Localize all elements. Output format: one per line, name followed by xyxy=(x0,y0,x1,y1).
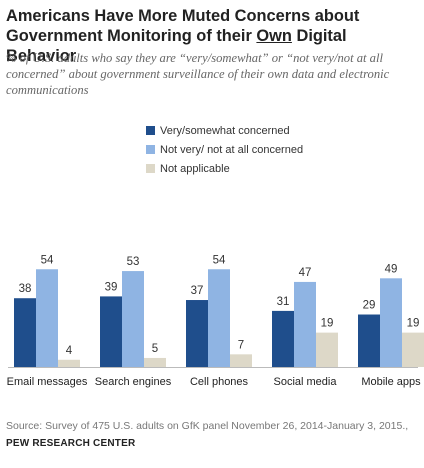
title-line-2-end: Digital Behavior xyxy=(6,27,347,65)
bar-2-0 xyxy=(186,300,208,367)
data-label-1-2: 5 xyxy=(152,343,158,355)
data-label-2-1: 54 xyxy=(213,254,226,266)
chart-title: Americans Have More Muted Concerns about… xyxy=(6,6,420,66)
bar-0-2 xyxy=(58,359,80,367)
data-label-4-0: 29 xyxy=(363,300,376,312)
legend-label-1: Not very/ not at all concerned xyxy=(160,144,303,156)
bar-4-0 xyxy=(358,314,380,367)
legend-swatch-2 xyxy=(146,164,155,173)
legend-swatch-0 xyxy=(146,126,155,135)
data-label-2-0: 37 xyxy=(191,285,204,297)
legend-label-0: Very/somewhat concerned xyxy=(160,125,290,137)
legend-label-2: Not applicable xyxy=(160,163,230,175)
data-label-4-2: 19 xyxy=(407,318,420,330)
data-label-0-2: 4 xyxy=(66,345,73,357)
organization-name: PEW RESEARCH CENTER xyxy=(6,438,136,449)
title-line-2-start: Government Monitoring of their xyxy=(6,27,257,45)
bar-3-1 xyxy=(294,281,316,367)
bar-1-2 xyxy=(144,357,166,367)
data-label-1-0: 39 xyxy=(105,281,118,293)
data-label-3-2: 19 xyxy=(321,318,334,330)
bar-3-0 xyxy=(272,310,294,367)
bar-0-0 xyxy=(14,298,36,367)
data-label-0-0: 38 xyxy=(19,283,32,295)
data-label-4-1: 49 xyxy=(385,263,398,275)
bar-4-1 xyxy=(380,278,402,367)
bar-2-2 xyxy=(230,354,252,367)
data-label-3-1: 47 xyxy=(299,267,312,279)
data-label-1-1: 53 xyxy=(127,256,140,268)
title-emphasis: Own xyxy=(256,27,292,45)
chart-subtitle: % of U.S. adults who say they are “very/… xyxy=(6,51,390,97)
bar-1-0 xyxy=(100,296,122,367)
category-label-0: Email messages xyxy=(7,376,88,388)
data-label-2-2: 7 xyxy=(238,339,244,351)
bar-0-1 xyxy=(36,269,58,367)
title-line-2: Government Monitoring of their Own Digit… xyxy=(6,26,420,66)
bar-3-2 xyxy=(316,332,338,367)
bar-1-1 xyxy=(122,271,144,367)
bar-4-2 xyxy=(402,332,424,367)
category-label-2: Cell phones xyxy=(190,376,249,388)
legend-swatch-1 xyxy=(146,145,155,154)
category-label-1: Search engines xyxy=(95,376,172,388)
category-label-3: Social media xyxy=(274,376,338,388)
source-note: Source: Survey of 475 U.S. adults on GfK… xyxy=(6,420,409,432)
data-label-3-0: 31 xyxy=(277,296,290,308)
bar-chart: Very/somewhat concerned Not very/ not at … xyxy=(7,125,424,388)
bar-2-1 xyxy=(208,269,230,367)
category-label-4: Mobile apps xyxy=(361,376,421,388)
data-label-0-1: 54 xyxy=(41,254,54,266)
title-line-1: Americans Have More Muted Concerns about xyxy=(6,7,360,25)
